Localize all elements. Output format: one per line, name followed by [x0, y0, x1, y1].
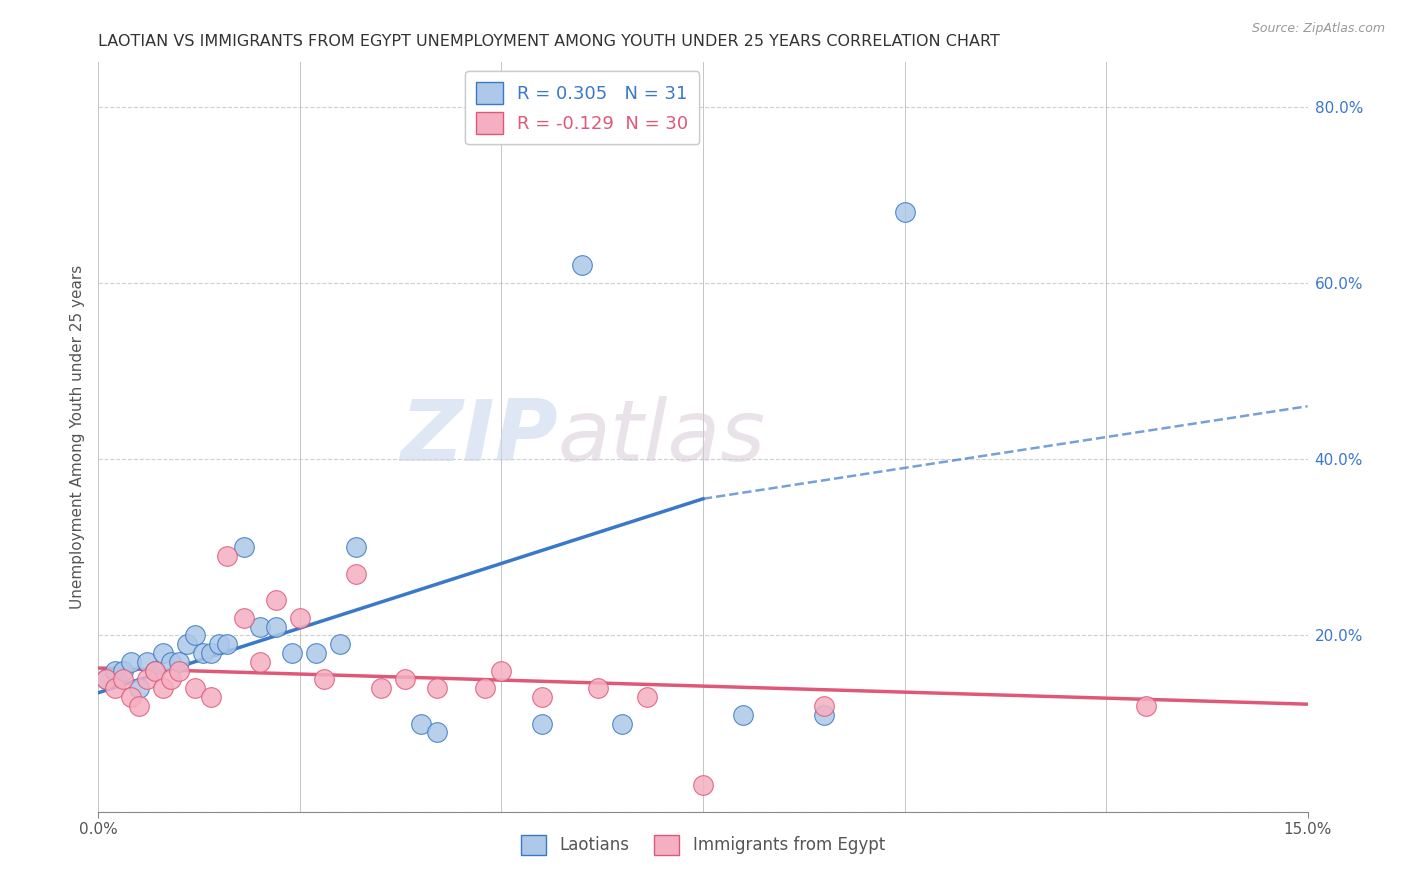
Point: [167, 664, 190, 678]
Point: [264, 593, 287, 607]
Point: [232, 611, 254, 625]
Point: [733, 707, 755, 722]
Point: [184, 628, 207, 642]
Point: [813, 707, 835, 722]
Point: [96, 673, 118, 687]
Point: [893, 205, 915, 219]
Point: [96, 673, 118, 687]
Point: [264, 619, 287, 633]
Point: [329, 637, 352, 651]
Point: [217, 637, 239, 651]
Point: [143, 664, 166, 678]
Point: [314, 673, 336, 687]
Point: [184, 681, 207, 696]
Point: [193, 646, 215, 660]
Point: [143, 664, 166, 678]
Point: [232, 541, 254, 555]
Point: [120, 690, 142, 705]
Point: [288, 611, 311, 625]
Point: [128, 681, 150, 696]
Point: [692, 778, 714, 792]
Point: [344, 541, 367, 555]
Text: Source: ZipAtlas.com: Source: ZipAtlas.com: [1251, 22, 1385, 36]
Point: [200, 690, 222, 705]
Point: [167, 655, 190, 669]
Text: ZIP: ZIP: [401, 395, 558, 479]
Point: [281, 646, 304, 660]
Point: [111, 673, 134, 687]
Point: [249, 655, 271, 669]
Point: [111, 664, 134, 678]
Point: [160, 655, 183, 669]
Y-axis label: Unemployment Among Youth under 25 years: Unemployment Among Youth under 25 years: [69, 265, 84, 609]
Point: [530, 690, 553, 705]
Point: [176, 637, 198, 651]
Point: [103, 664, 125, 678]
Point: [571, 258, 593, 272]
Point: [200, 646, 222, 660]
Point: [426, 725, 449, 739]
Point: [152, 681, 174, 696]
Point: [249, 619, 271, 633]
Point: [370, 681, 392, 696]
Point: [612, 716, 634, 731]
Point: [103, 681, 125, 696]
Point: [135, 673, 157, 687]
Point: [394, 673, 416, 687]
Point: [128, 698, 150, 713]
Point: [409, 716, 432, 731]
Point: [305, 646, 328, 660]
Text: atlas: atlas: [558, 395, 766, 479]
Point: [152, 646, 174, 660]
Point: [636, 690, 658, 705]
Legend: R = 0.305   N = 31, R = -0.129  N = 30: R = 0.305 N = 31, R = -0.129 N = 30: [465, 71, 699, 145]
Point: [160, 673, 183, 687]
Point: [120, 655, 142, 669]
Text: LAOTIAN VS IMMIGRANTS FROM EGYPT UNEMPLOYMENT AMONG YOUTH UNDER 25 YEARS CORRELA: LAOTIAN VS IMMIGRANTS FROM EGYPT UNEMPLO…: [98, 34, 1000, 49]
Point: [586, 681, 609, 696]
Point: [474, 681, 496, 696]
Point: [217, 549, 239, 563]
Point: [208, 637, 231, 651]
Point: [813, 698, 835, 713]
Point: [530, 716, 553, 731]
Point: [491, 664, 513, 678]
Point: [135, 655, 157, 669]
Point: [344, 566, 367, 581]
Point: [1135, 698, 1157, 713]
Point: [426, 681, 449, 696]
